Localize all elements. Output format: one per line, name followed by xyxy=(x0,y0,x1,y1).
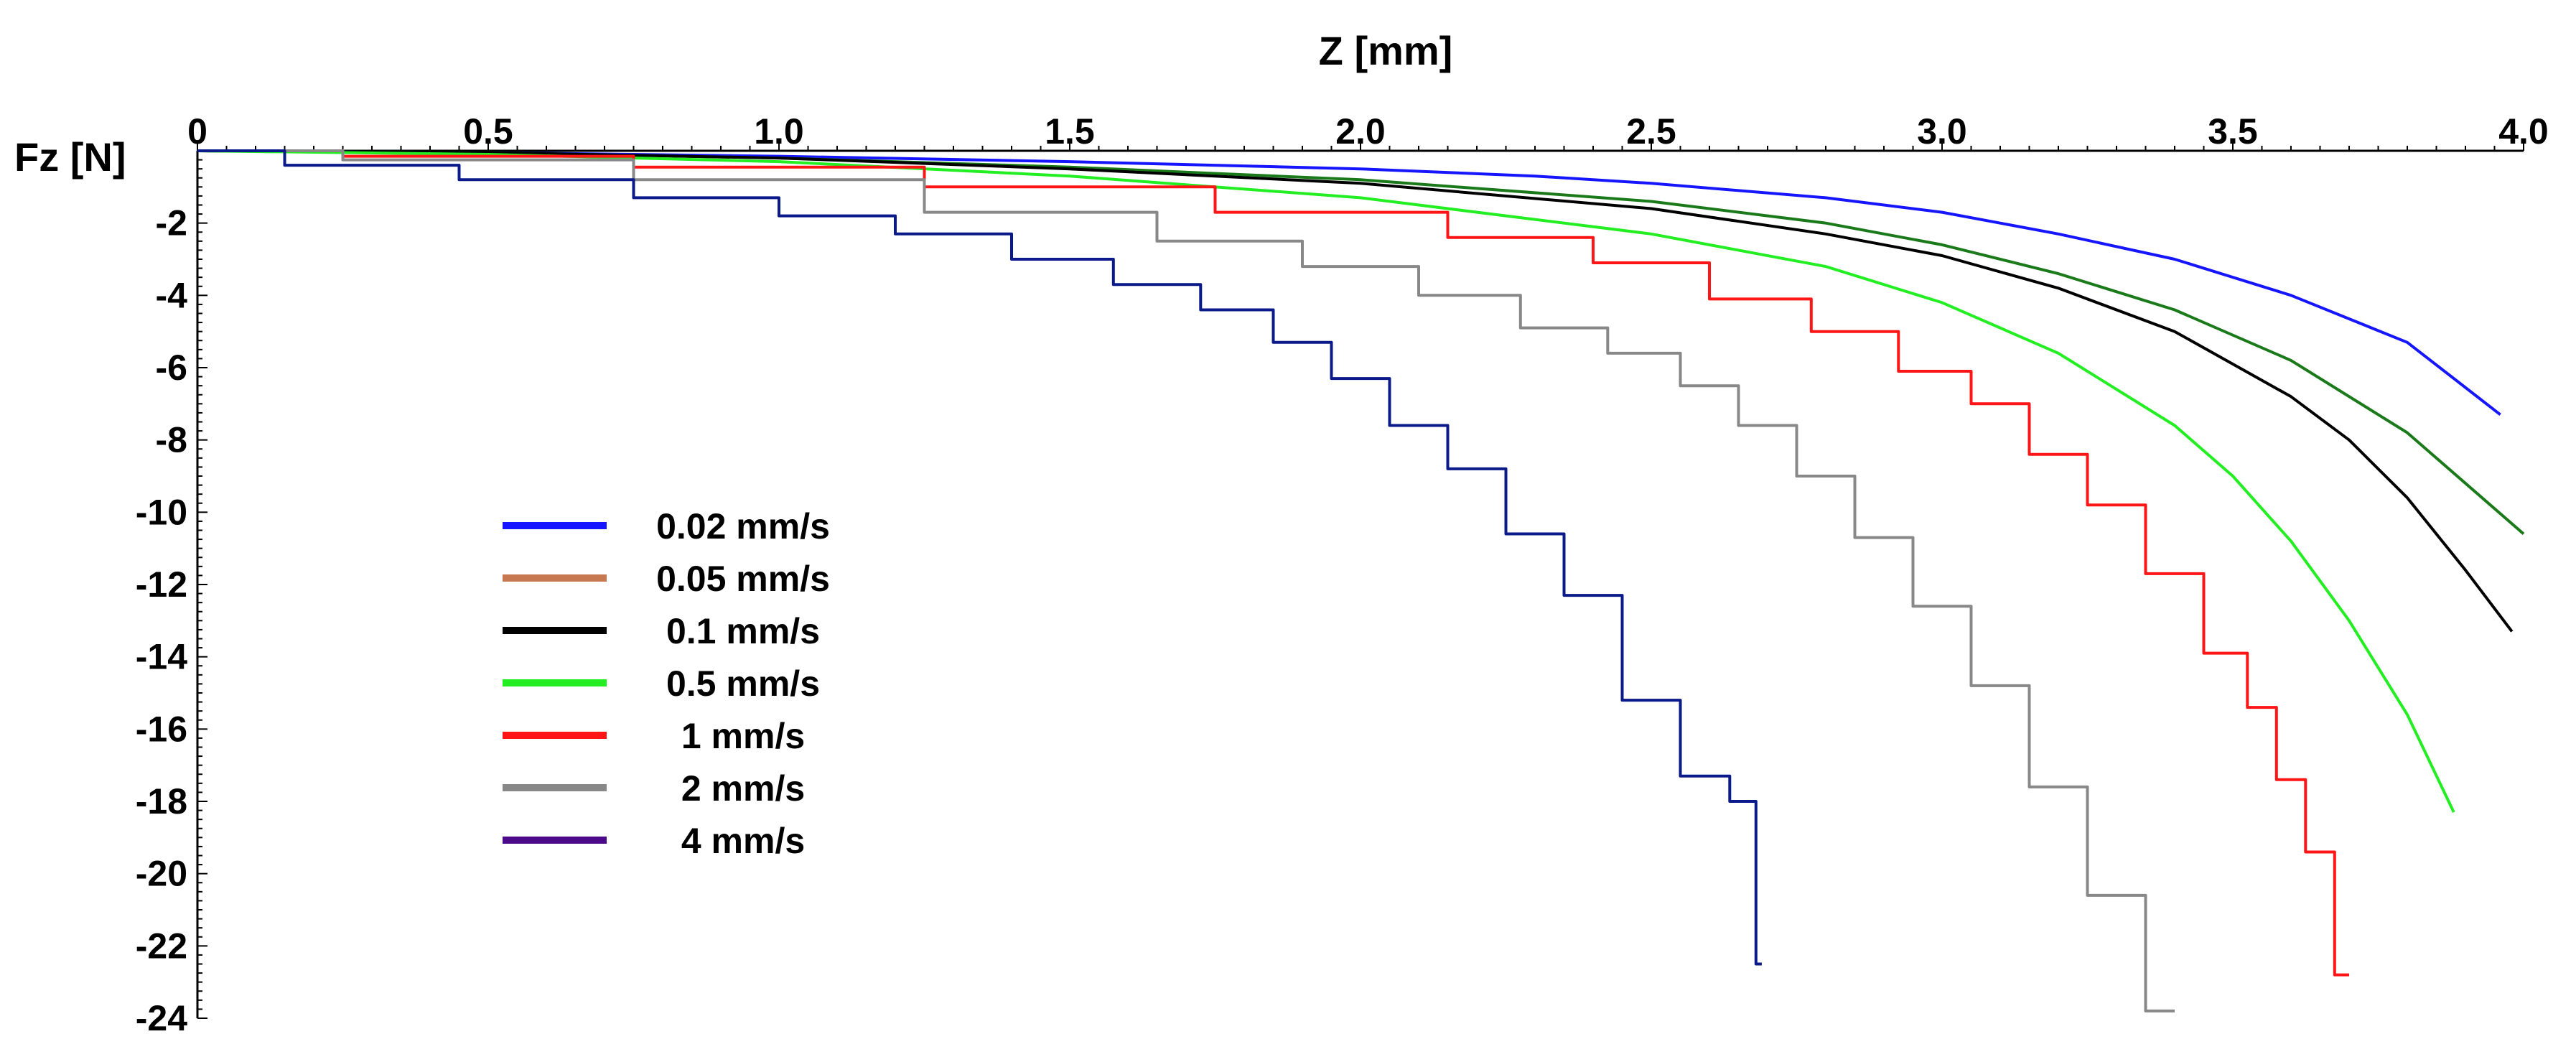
y-tick-label: -16 xyxy=(136,709,187,749)
y-tick-label: -8 xyxy=(156,420,187,460)
axes: 0 0.5 1.0 1.5 2.0 2.5 3.0 3.5 4.0 -2 -4 -6 -8 -10 -12 -… xyxy=(136,111,2549,1038)
x-tick-label: 3.0 xyxy=(1917,111,1967,152)
x-axis-title: Z [mm] xyxy=(1319,28,1453,73)
y-tick-label: -18 xyxy=(136,781,187,821)
y-axis-title: Fz [N] xyxy=(14,134,126,180)
series-line-2 xyxy=(197,149,2514,633)
y-tick-label: -2 xyxy=(156,203,187,243)
legend-label: 4 mm/s xyxy=(681,821,805,861)
x-tick-label: 3.5 xyxy=(2208,111,2258,152)
y-tick-label: -24 xyxy=(136,998,187,1038)
x-tick-label: 1.0 xyxy=(754,111,804,152)
y-tick-label: -10 xyxy=(136,492,187,532)
x-tick-label: 1.5 xyxy=(1045,111,1095,152)
series-line-6 xyxy=(197,149,1762,966)
y-tick-label: -14 xyxy=(136,637,187,677)
y-tick-label: -22 xyxy=(136,926,187,966)
x-tick-label: 0.5 xyxy=(463,111,513,152)
series-line-5 xyxy=(197,149,2175,1012)
series-lines xyxy=(197,149,2525,1012)
y-tick-label: -12 xyxy=(136,564,187,605)
legend-label: 0.05 mm/s xyxy=(656,559,830,599)
series-line-0 xyxy=(197,149,2501,416)
legend-label: 0.5 mm/s xyxy=(666,663,820,704)
legend-label: 1 mm/s xyxy=(681,716,805,756)
x-tick-label: 4.0 xyxy=(2498,111,2549,152)
y-tick-label: -20 xyxy=(136,854,187,894)
x-tick-label: 2.5 xyxy=(1626,111,1676,152)
series-line-4 xyxy=(197,149,2349,977)
y-tick-label: -6 xyxy=(156,348,187,388)
x-tick-label: 0 xyxy=(187,111,207,152)
legend-label: 0.02 mm/s xyxy=(656,506,830,546)
legend-label: 2 mm/s xyxy=(681,768,805,809)
legend: 0.02 mm/s 0.05 mm/s 0.1 mm/s 0.5 mm/s 1 mm/s… xyxy=(503,506,830,861)
x-tick-label: 2.0 xyxy=(1335,111,1386,152)
y-tick-label: -4 xyxy=(156,275,188,315)
legend-label: 0.1 mm/s xyxy=(666,611,820,651)
